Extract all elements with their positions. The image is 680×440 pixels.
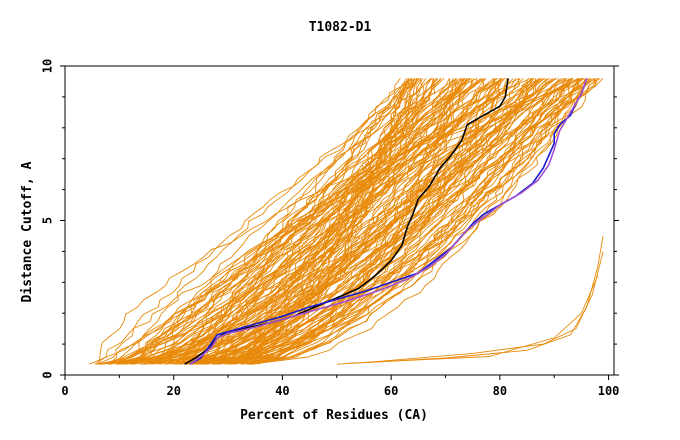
model-line bbox=[248, 78, 544, 365]
model-line bbox=[196, 78, 588, 365]
model-line bbox=[173, 78, 568, 365]
model-line bbox=[100, 78, 502, 365]
model-line bbox=[193, 78, 586, 365]
chart-title: T1082-D1 bbox=[309, 20, 372, 35]
model-line bbox=[121, 78, 571, 365]
model-line bbox=[103, 78, 457, 365]
model-line bbox=[233, 78, 554, 365]
model-line bbox=[336, 235, 604, 365]
model-line bbox=[252, 78, 592, 365]
y-tick-label: 5 bbox=[41, 217, 55, 224]
model-line bbox=[251, 78, 580, 365]
model-line bbox=[97, 78, 438, 365]
y-axis-label: Distance Cutoff, A bbox=[20, 161, 35, 302]
model-line bbox=[182, 78, 417, 365]
y-tick-label: 10 bbox=[41, 59, 55, 73]
model-line bbox=[143, 78, 520, 365]
model-line bbox=[347, 275, 599, 364]
y-tick-label: 0 bbox=[41, 371, 55, 378]
model-line bbox=[247, 78, 535, 365]
axis-ticks: 0 20 40 60 80 100 0 5 10 bbox=[41, 59, 620, 398]
model-line bbox=[128, 78, 420, 365]
model-line bbox=[251, 78, 533, 365]
model-line bbox=[126, 78, 437, 365]
x-tick-label: 0 bbox=[61, 384, 68, 398]
model-line bbox=[175, 78, 442, 365]
x-axis-label: Percent of Residues (CA) bbox=[240, 408, 428, 423]
model-line bbox=[160, 78, 434, 365]
x-tick-label: 80 bbox=[493, 384, 507, 398]
highlight-model-lines bbox=[184, 78, 588, 365]
model-line bbox=[139, 78, 473, 365]
model-line bbox=[132, 78, 532, 365]
model-line bbox=[203, 78, 506, 365]
model-line bbox=[249, 78, 477, 365]
model-line bbox=[234, 78, 468, 365]
background-model-lines bbox=[89, 77, 604, 365]
model-line bbox=[242, 78, 516, 365]
model-line bbox=[116, 78, 579, 365]
model-line bbox=[110, 78, 445, 365]
model-line bbox=[363, 251, 604, 364]
model-line bbox=[240, 78, 581, 365]
model-line bbox=[245, 78, 482, 365]
x-tick-label: 100 bbox=[598, 384, 620, 398]
model-line bbox=[132, 78, 484, 365]
model-line bbox=[122, 78, 541, 365]
model-line bbox=[110, 77, 520, 365]
model-line bbox=[154, 78, 499, 365]
model-line bbox=[258, 78, 542, 365]
x-tick-label: 20 bbox=[166, 384, 180, 398]
x-tick-label: 60 bbox=[384, 384, 398, 398]
model-line bbox=[174, 78, 442, 365]
model-line bbox=[116, 78, 401, 365]
model-line bbox=[214, 78, 502, 365]
model-line bbox=[213, 78, 454, 365]
model-line bbox=[191, 78, 548, 365]
model-line bbox=[251, 78, 580, 365]
model-line bbox=[143, 78, 524, 365]
model-line bbox=[218, 78, 591, 365]
highlight-series-line bbox=[189, 78, 588, 365]
x-tick-label: 40 bbox=[275, 384, 289, 398]
model-line bbox=[185, 78, 530, 365]
